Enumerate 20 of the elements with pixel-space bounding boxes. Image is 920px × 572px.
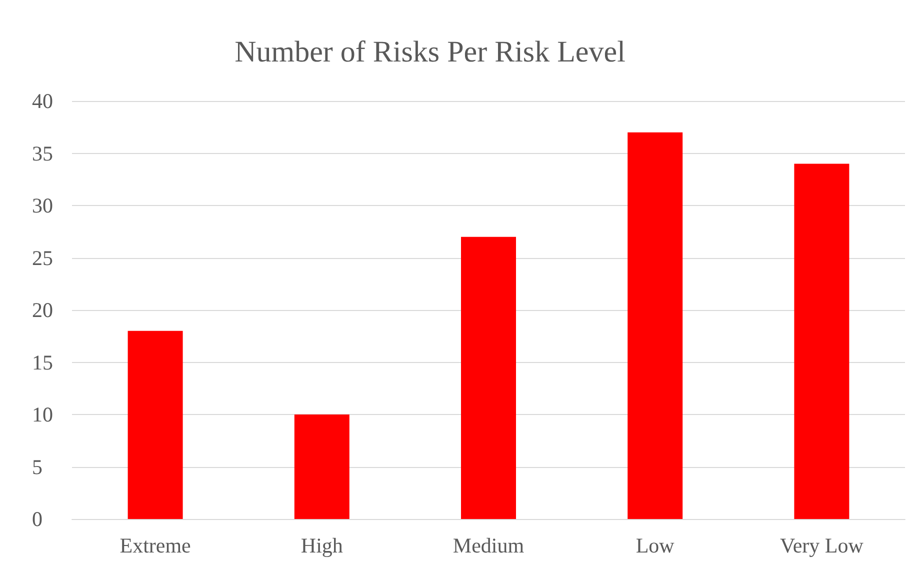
bar — [128, 330, 183, 519]
bar — [794, 164, 850, 519]
chart-title: Number of Risks Per Risk Level — [234, 36, 626, 68]
y-tick-label: 5 — [32, 454, 42, 479]
y-tick-label: 40 — [32, 89, 53, 113]
y-tick-label: 20 — [32, 298, 53, 322]
y-tick-label: 30 — [32, 194, 53, 218]
x-tick-label: Medium — [452, 534, 524, 558]
x-tick-label: Very Low — [780, 534, 864, 558]
y-tick-label: 35 — [32, 141, 53, 166]
y-tick-label: 25 — [32, 246, 53, 270]
x-tick-label: High — [300, 534, 344, 558]
bar — [461, 236, 516, 519]
y-tick-label: 10 — [32, 402, 53, 426]
bar — [294, 414, 350, 519]
x-tick-label: Extreme — [120, 534, 191, 558]
bar — [628, 132, 683, 519]
y-tick-label: 15 — [32, 350, 53, 374]
y-tick-label: 0 — [32, 507, 42, 531]
x-tick-label: Low — [636, 534, 676, 558]
